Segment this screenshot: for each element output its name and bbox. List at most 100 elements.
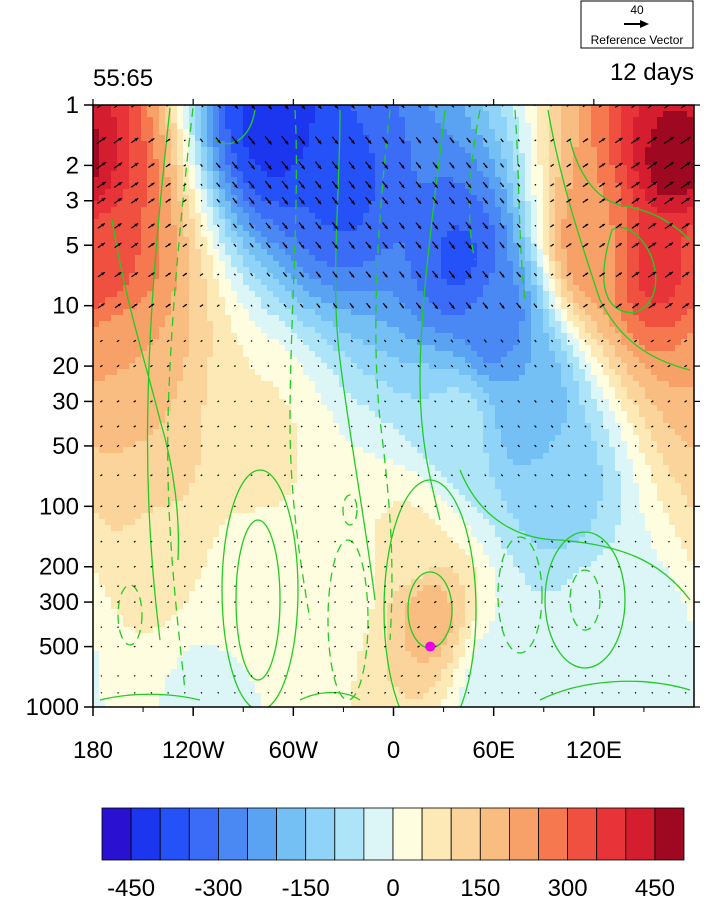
field-cell (477, 249, 484, 256)
field-cell (249, 189, 256, 196)
field-cell (99, 219, 106, 226)
field-cell (651, 225, 658, 232)
field-cell (393, 333, 400, 340)
field-cell (189, 303, 196, 310)
field-cell (645, 393, 652, 400)
field-cell (489, 297, 496, 304)
field-cell (321, 237, 328, 244)
field-cell (663, 177, 670, 184)
field-cell (417, 237, 424, 244)
field-cell (201, 201, 208, 208)
field-cell (267, 111, 274, 118)
field-cell (375, 135, 382, 142)
field-cell (567, 357, 574, 364)
field-cell (567, 237, 574, 244)
field-cell (579, 135, 586, 142)
field-cell (237, 393, 244, 400)
field-cell (591, 381, 598, 388)
field-cell (207, 141, 214, 148)
field-cell (579, 207, 586, 214)
field-cell (249, 393, 256, 400)
field-cell (345, 141, 352, 148)
field-cell (189, 213, 196, 220)
field-cell (579, 177, 586, 184)
field-cell (273, 381, 280, 388)
field-cell (381, 315, 388, 322)
field-cell (663, 351, 670, 358)
field-cell (177, 249, 184, 256)
field-cell (381, 243, 388, 250)
field-cell (579, 291, 586, 298)
field-cell (663, 123, 670, 130)
field-cell (465, 123, 472, 130)
field-cell (249, 261, 256, 268)
field-cell (339, 111, 346, 118)
field-cell (501, 183, 508, 190)
field-cell (537, 369, 544, 376)
field-cell (453, 303, 460, 310)
field-cell (465, 291, 472, 298)
field-cell (327, 333, 334, 340)
field-cell (549, 201, 556, 208)
field-cell (531, 303, 538, 310)
field-cell (237, 321, 244, 328)
field-cell (633, 165, 640, 172)
field-cell (219, 393, 226, 400)
field-cell (201, 165, 208, 172)
field-cell (675, 183, 682, 190)
field-cell (615, 321, 622, 328)
field-cell (231, 249, 238, 256)
field-cell (303, 255, 310, 262)
field-cell (183, 309, 190, 316)
field-cell (123, 207, 130, 214)
field-cell (111, 387, 118, 394)
field-cell (135, 321, 142, 328)
field-cell (435, 279, 442, 286)
field-cell (123, 219, 130, 226)
field-cell (381, 351, 388, 358)
field-cell (615, 351, 622, 358)
field-cell (435, 177, 442, 184)
field-cell (201, 345, 208, 352)
field-cell (507, 297, 514, 304)
field-cell (669, 375, 676, 382)
field-cell (195, 291, 202, 298)
field-cell (225, 387, 232, 394)
field-cell (597, 123, 604, 130)
field-cell (225, 225, 232, 232)
field-cell (405, 387, 412, 394)
field-cell (603, 207, 610, 214)
field-cell (609, 219, 616, 226)
field-cell (105, 345, 112, 352)
field-cell (393, 225, 400, 232)
field-cell (597, 255, 604, 262)
field-cell (681, 273, 688, 280)
field-cell (405, 327, 412, 334)
field-cell (291, 201, 298, 208)
field-cell (213, 219, 220, 226)
field-cell (663, 237, 670, 244)
field-cell (597, 219, 604, 226)
field-cell (513, 279, 520, 286)
field-cell (117, 153, 124, 160)
field-cell (237, 273, 244, 280)
field-cell (429, 327, 436, 334)
field-cell (375, 171, 382, 178)
field-cell (645, 207, 652, 214)
field-cell (117, 327, 124, 334)
field-cell (525, 363, 532, 370)
field-cell (579, 375, 586, 382)
field-cell (249, 297, 256, 304)
field-cell (477, 375, 484, 382)
field-cell (489, 339, 496, 346)
field-cell (129, 261, 136, 268)
field-cell (303, 267, 310, 274)
field-cell (393, 147, 400, 154)
field-cell (567, 165, 574, 172)
field-cell (669, 297, 676, 304)
field-cell (237, 123, 244, 130)
field-cell (291, 291, 298, 298)
field-cell (99, 309, 106, 316)
field-cell (357, 171, 364, 178)
field-cell (159, 321, 166, 328)
